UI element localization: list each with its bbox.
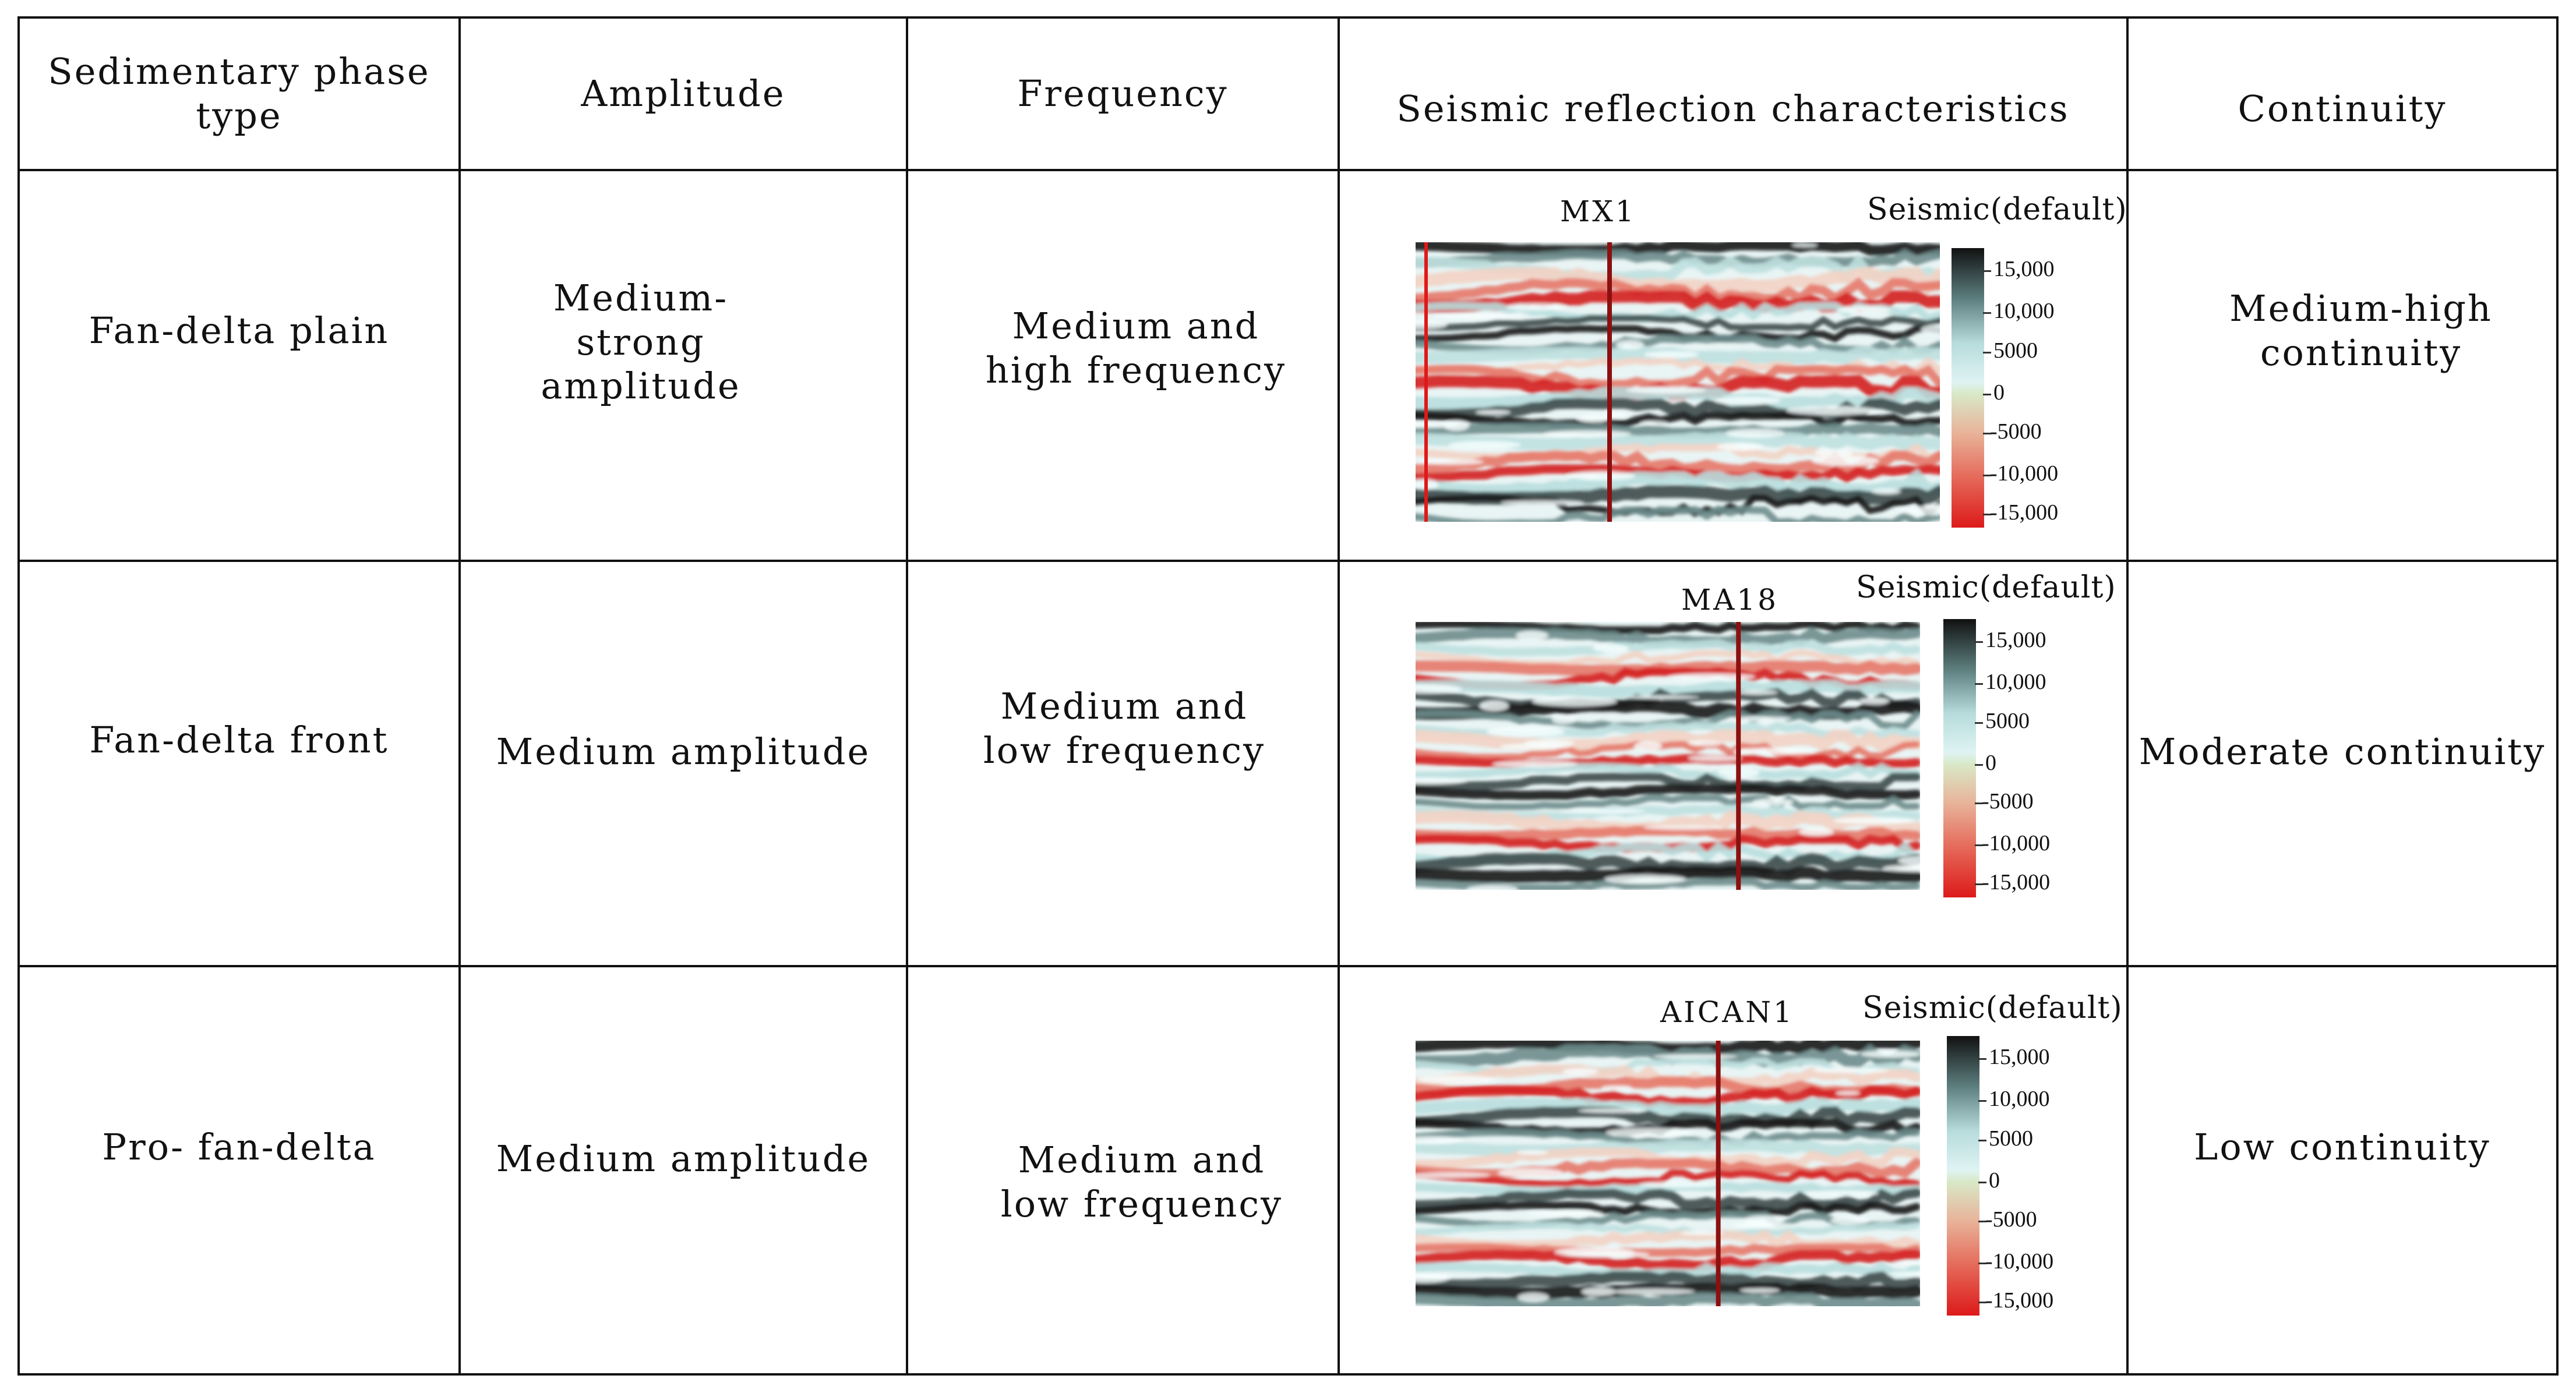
colorbar-tick-label: 10,000 <box>1989 1087 2050 1112</box>
colorbar-tick-mark <box>1983 351 1991 353</box>
seismic-section-image <box>1416 1041 1920 1306</box>
colorbar-tick-mark <box>1978 1139 1986 1141</box>
seismic-section-image <box>1416 242 1940 522</box>
colorbar-tick-mark <box>1983 514 1991 515</box>
colorbar-tick-mark <box>1975 641 1983 644</box>
colorbar-tick-label: -10,000 <box>1982 831 2051 856</box>
row2-phase: Fan-delta front <box>89 719 389 762</box>
colorbar-tick-mark <box>1978 1058 1986 1060</box>
colorbar-tick-mark <box>1978 1100 1986 1102</box>
row3-continuity: Low continuity <box>2194 1125 2491 1168</box>
colorbar-tick-mark <box>1975 844 1983 847</box>
well-label: MX1 <box>1560 195 1636 228</box>
colorbar-tick-mark <box>1978 1262 1986 1264</box>
colorbar-title: Seismic(default) <box>1862 991 2123 1026</box>
row2-amplitude: Medium amplitude <box>496 730 871 773</box>
colorbar-tick-label: 10,000 <box>1985 669 2046 694</box>
colorbar-tick-mark <box>1975 763 1983 766</box>
colorbar-tick-label: -10,000 <box>1985 1249 2054 1274</box>
colorbar-tick-label: 15,000 <box>1989 1045 2050 1070</box>
seismic-panel-aican1: AICAN1 Seismic(default) 15,000 10,000 5000… <box>1340 967 2126 1373</box>
colorbar-tick-label: 10,000 <box>1993 299 2055 324</box>
colorbar <box>1947 1036 1979 1316</box>
well-label: MA18 <box>1681 583 1779 617</box>
colorbar-tick-label: 15,000 <box>1993 257 2055 282</box>
row3-amplitude: Medium amplitude <box>496 1137 871 1180</box>
seismic-panel-mx1: MX1 Seismic(default) 15,000 10,000 5000 0 -5… <box>1340 171 2127 560</box>
colorbar-tick-label: -5000 <box>1985 1207 2037 1232</box>
colorbar-tick-mark <box>1983 312 1991 314</box>
colorbar-title: Seismic(default) <box>1867 192 2127 227</box>
colorbar-tick-label: 0 <box>1989 1168 2000 1193</box>
colorbar <box>1952 248 1984 528</box>
colorbar-tick-label: 0 <box>1993 380 2005 405</box>
row1-phase: Fan-delta plain <box>89 309 390 352</box>
colorbar-tick-label: -10,000 <box>1990 461 2059 486</box>
colorbar-tick-mark <box>1978 1181 1986 1183</box>
colorbar-tick-label: 0 <box>1985 750 1996 775</box>
colorbar-title: Seismic(default) <box>1856 570 2116 605</box>
colorbar-tick-mark <box>1983 474 1991 476</box>
colorbar-tick-mark <box>1978 1220 1986 1222</box>
header-continuity: Continuity <box>2238 87 2447 130</box>
colorbar-tick-mark <box>1978 1302 1986 1303</box>
colorbar-tick-label: 5000 <box>1985 708 2030 733</box>
header-phase: Sedimentary phase type <box>48 50 430 137</box>
colorbar-tick-label: 5000 <box>1989 1126 2033 1151</box>
row2-frequency: Medium and low frequency <box>983 685 1266 772</box>
header-seismic: Seismic reflection characteristics <box>1396 87 2070 130</box>
well-label: AICAN1 <box>1660 995 1794 1029</box>
seismic-section-image <box>1416 622 1920 890</box>
colorbar-tick-label: 5000 <box>1993 338 2038 363</box>
colorbar-tick-label: 15,000 <box>1985 628 2046 653</box>
colorbar-tick-label: -15,000 <box>1990 500 2059 525</box>
colorbar-tick-mark <box>1983 270 1991 273</box>
row1-continuity: Medium-high continuity <box>2229 287 2493 374</box>
row1-amplitude: Medium-strong amplitude <box>541 277 741 408</box>
colorbar-tick-mark <box>1975 802 1983 805</box>
colorbar <box>1943 619 1976 897</box>
colorbar-tick-mark <box>1975 883 1983 886</box>
colorbar-tick-label: -5000 <box>1990 419 2042 444</box>
colorbar-tick-mark <box>1983 393 1991 395</box>
colorbar-tick-mark <box>1975 722 1983 724</box>
row3-frequency: Medium and low frequency <box>1000 1138 1283 1225</box>
row1-frequency: Medium and high frequency <box>985 304 1287 391</box>
colorbar-tick-mark <box>1975 683 1983 685</box>
colorbar-tick-label: -15,000 <box>1982 870 2051 895</box>
header-amplitude: Amplitude <box>581 72 786 115</box>
colorbar-tick-label: -15,000 <box>1985 1288 2054 1313</box>
row3-phase: Pro- fan-delta <box>102 1125 376 1168</box>
colorbar-tick-mark <box>1983 432 1991 434</box>
colorbar-tick-label: -5000 <box>1982 789 2034 814</box>
facies-table: Sedimentary phase type Amplitude Frequen… <box>17 16 2559 1376</box>
row2-continuity: Moderate continuity <box>2139 730 2546 773</box>
header-frequency: Frequency <box>1017 72 1229 115</box>
seismic-panel-ma18: MA18 Seismic(default) 15,000 10,000 5000 0 -… <box>1340 562 2126 965</box>
